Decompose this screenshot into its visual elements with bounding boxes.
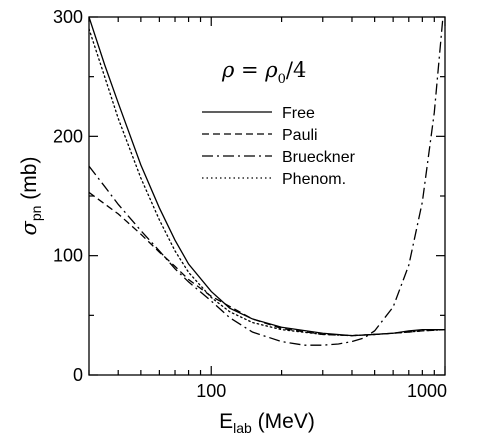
- series-lines: [89, 17, 445, 346]
- series-line-phenom: [89, 28, 445, 337]
- legend-label: Brueckner: [282, 149, 356, 166]
- series-line-pauli: [89, 191, 445, 337]
- series-line-brueckner: [89, 17, 444, 346]
- axis-ticks: [88, 16, 446, 376]
- annotation-left: ρ = ρ: [221, 58, 278, 82]
- density-annotation: ρ = ρ0/4: [221, 58, 306, 87]
- legend-label: Pauli: [282, 127, 318, 144]
- annotation-right: /4: [286, 58, 306, 82]
- y-tick-label: 200: [53, 126, 83, 146]
- x-axis-label: Elab (MeV): [219, 410, 315, 436]
- legend: Free Pauli Brueckner Phenom.: [202, 105, 356, 188]
- y-tick-label: 100: [53, 246, 83, 266]
- axis-tick-labels: 0 100 200 300 100 1000: [53, 7, 447, 401]
- y-axis-label: σpn (mb): [17, 157, 44, 236]
- legend-label: Free: [282, 105, 315, 122]
- x-tick-label: 100: [196, 381, 226, 401]
- annotation-sub: 0: [278, 72, 286, 87]
- x-tick-label: 1000: [407, 381, 447, 401]
- legend-label: Phenom.: [282, 171, 346, 188]
- y-tick-label: 0: [73, 365, 83, 385]
- y-tick-label: 300: [53, 7, 83, 27]
